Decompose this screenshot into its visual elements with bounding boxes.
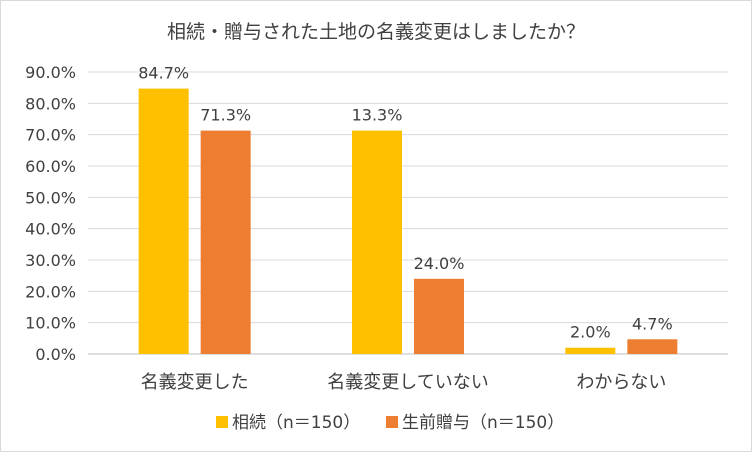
bar-series-1-1 xyxy=(138,88,189,355)
x-axis-categories: 名義変更した 名義変更していない わからない xyxy=(141,372,667,393)
data-labels: 84.7% 71.3% 13.3% 24.0% 2.0% 4.7% xyxy=(138,64,672,342)
gridlines xyxy=(88,71,728,355)
y-tick-label: 60.0% xyxy=(25,157,76,176)
legend-label-1: 相続（n＝150） xyxy=(232,413,360,433)
data-label: 24.0% xyxy=(414,254,465,273)
chart-title: 相続・贈与された土地の名義変更はしましたか？ xyxy=(167,21,585,43)
y-tick-label: 40.0% xyxy=(25,220,76,239)
bar-series-2-2 xyxy=(414,278,464,354)
y-tick-label: 50.0% xyxy=(25,188,76,207)
data-label: 84.7% xyxy=(138,64,189,83)
bar-series-2-3 xyxy=(627,339,678,354)
data-label: 4.7% xyxy=(632,314,673,333)
y-tick-label: 90.0% xyxy=(25,63,76,82)
y-tick-label: 30.0% xyxy=(25,251,76,270)
bar-series-1-3 xyxy=(565,347,616,354)
legend-swatch-2 xyxy=(386,416,398,428)
legend-label-2: 生前贈与（n＝150） xyxy=(402,413,564,433)
x-category-label: 名義変更していない xyxy=(327,372,488,393)
data-label: 2.0% xyxy=(570,323,611,342)
data-label: 71.3% xyxy=(200,106,251,125)
legend: 相続（n＝150） 生前贈与（n＝150） xyxy=(216,413,564,433)
bars xyxy=(138,88,678,355)
y-tick-label: 10.0% xyxy=(25,314,76,333)
y-tick-label: 80.0% xyxy=(25,94,76,113)
x-category-label: わからない xyxy=(576,372,666,393)
y-tick-label: 20.0% xyxy=(25,282,76,301)
x-category-label: 名義変更した xyxy=(141,372,249,393)
y-tick-label: 70.0% xyxy=(25,126,76,145)
y-axis-ticks: 0.0% 10.0% 20.0% 30.0% 40.0% 50.0% 60.0% 70.0% 8… xyxy=(25,63,76,364)
bar-series-2-1 xyxy=(200,130,251,354)
y-tick-label: 0.0% xyxy=(35,345,76,364)
bar-series-1-2 xyxy=(352,130,402,354)
data-label: 13.3% xyxy=(352,106,403,125)
legend-swatch-1 xyxy=(216,416,228,428)
